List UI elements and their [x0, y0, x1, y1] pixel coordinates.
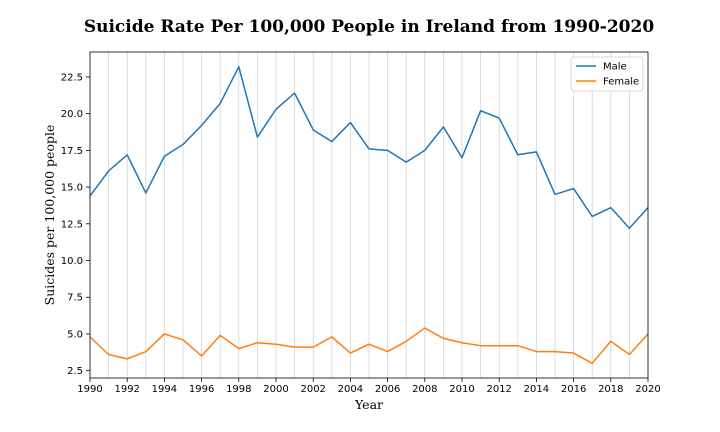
grid — [108, 52, 630, 378]
x-tick-label: 1996 — [189, 384, 214, 395]
series-line-male — [89, 65, 649, 229]
legend: Male Female — [570, 56, 644, 92]
x-tick-label: 1994 — [152, 384, 177, 395]
series-lines — [89, 65, 649, 365]
x-tick-label: 2014 — [524, 384, 549, 395]
x-axis: 1990 1992 1994 1996 1998 2000 2002 2004 2006 2008… — [77, 378, 661, 395]
y-tick-label: 17.5 — [61, 146, 83, 157]
x-tick-label: 2002 — [300, 384, 325, 395]
x-tick-label: 2018 — [598, 384, 623, 395]
plot-frame — [89, 51, 649, 379]
y-axis-label: Suicides per 100,000 people — [42, 125, 57, 306]
y-tick-label: 7.5 — [67, 293, 83, 304]
x-tick-label: 2008 — [412, 384, 437, 395]
x-tick-label: 2020 — [635, 384, 660, 395]
series-line-female — [89, 327, 649, 365]
x-axis-label: Year — [354, 397, 383, 412]
x-tick-label: 2016 — [561, 384, 586, 395]
y-tick-label: 22.5 — [61, 72, 83, 83]
y-tick-label: 2.5 — [67, 366, 83, 377]
y-tick-label: 5.0 — [67, 329, 83, 340]
x-tick-label: 2006 — [375, 384, 400, 395]
y-tick-label: 10.0 — [61, 256, 83, 267]
x-tick-label: 1998 — [226, 384, 251, 395]
y-tick-label: 12.5 — [61, 219, 83, 230]
chart-title: Suicide Rate Per 100,000 People in Irela… — [84, 17, 655, 37]
legend-label: Female — [603, 77, 639, 88]
x-tick-label: 1992 — [114, 384, 139, 395]
y-axis: 2.5 5.0 7.5 10.0 12.5 15.0 17.5 20.0 22.5 — [61, 72, 90, 377]
x-tick-label: 1990 — [77, 384, 102, 395]
y-tick-label: 15.0 — [61, 183, 83, 194]
x-tick-label: 2000 — [263, 384, 288, 395]
y-tick-label: 20.0 — [61, 109, 83, 120]
legend-label: Male — [603, 62, 627, 73]
x-tick-label: 2010 — [449, 384, 474, 395]
x-tick-label: 2012 — [486, 384, 511, 395]
x-tick-label: 2004 — [338, 384, 363, 395]
